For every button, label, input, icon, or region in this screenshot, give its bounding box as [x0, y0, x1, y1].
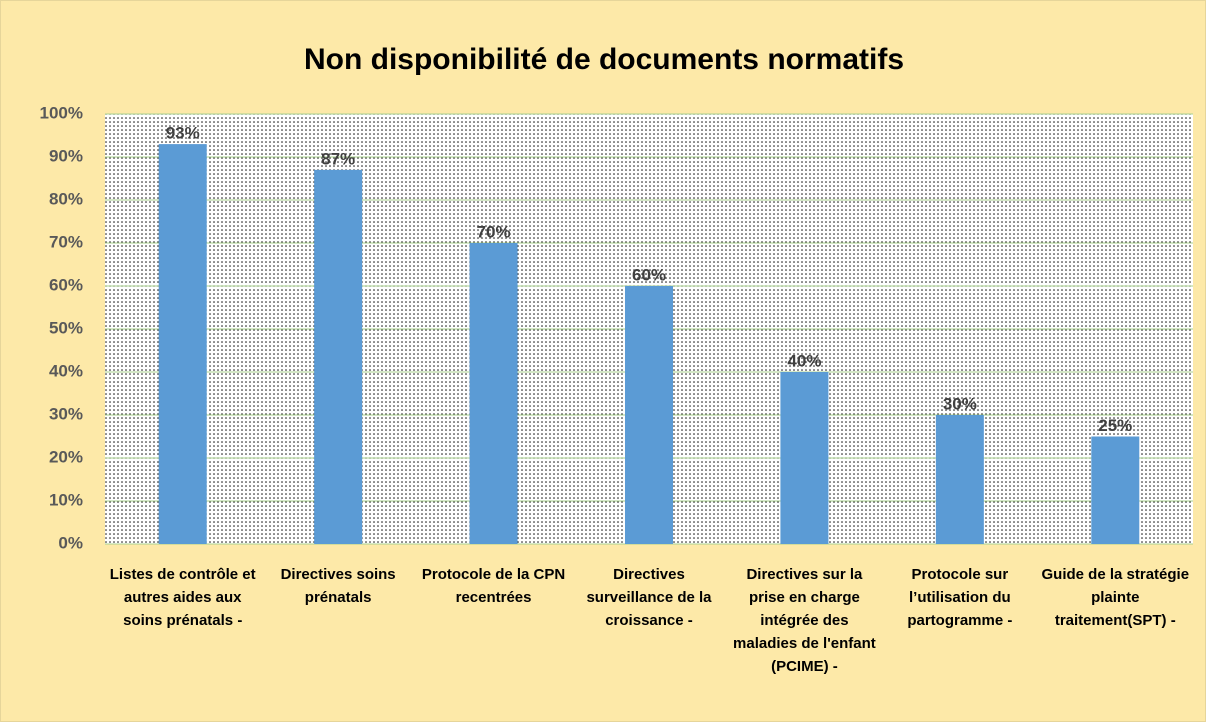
data-label: 25% — [1098, 416, 1132, 435]
y-tick-label: 80% — [49, 189, 83, 208]
y-tick-label: 10% — [49, 490, 83, 509]
bar — [1091, 436, 1140, 544]
data-label: 40% — [787, 351, 821, 370]
data-label: 70% — [477, 222, 511, 241]
data-label: 93% — [166, 124, 200, 143]
data-label: 60% — [632, 265, 666, 284]
bar — [780, 372, 829, 544]
y-tick-label: 60% — [49, 275, 83, 294]
bar — [469, 243, 518, 544]
x-tick-label: Guide de la stratégie plainte traitement… — [1041, 566, 1190, 629]
y-tick-label: 30% — [49, 404, 83, 423]
chart-title: Non disponibilité de documents normatifs — [304, 43, 904, 76]
data-label: 87% — [321, 149, 355, 168]
data-label: 30% — [943, 394, 977, 413]
bar — [158, 144, 207, 544]
y-tick-label: 90% — [49, 146, 83, 165]
bar — [314, 169, 363, 544]
x-tick-label: Directives sur la prise en charge intégr… — [733, 566, 876, 675]
x-tick-label: Directives soins prénatals — [280, 566, 396, 606]
x-tick-label: Protocole de la CPN recentrées — [421, 566, 566, 606]
x-tick-label: Protocole sur l’utilisation du partogram… — [907, 566, 1013, 629]
x-tick-label: Listes de contrôle et autres aides aux s… — [109, 566, 256, 629]
y-tick-label: 70% — [49, 232, 83, 251]
y-tick-label: 50% — [49, 318, 83, 337]
bar — [625, 286, 673, 544]
y-tick-label: 0% — [58, 533, 83, 552]
y-tick-label: 20% — [49, 447, 83, 466]
y-tick-label: 100% — [40, 103, 83, 122]
x-tick-label: Directives surveillance de la croissance… — [586, 566, 712, 629]
bar — [935, 415, 984, 544]
y-tick-label: 40% — [49, 361, 83, 380]
